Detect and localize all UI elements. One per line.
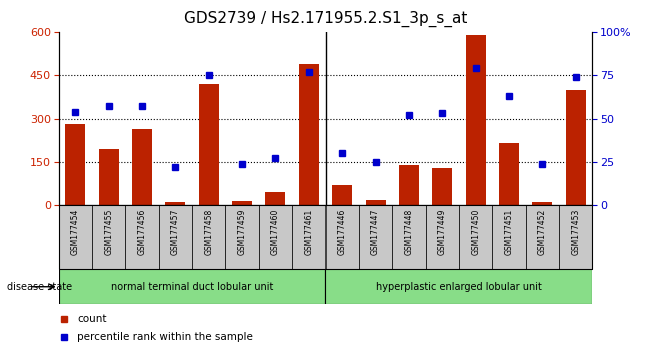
Bar bbox=[292, 205, 326, 269]
Text: GSM177451: GSM177451 bbox=[505, 209, 514, 255]
Bar bbox=[59, 269, 326, 304]
Bar bbox=[192, 205, 225, 269]
Text: GSM177448: GSM177448 bbox=[404, 209, 413, 255]
Text: count: count bbox=[77, 314, 107, 324]
Bar bbox=[459, 205, 492, 269]
Bar bbox=[225, 205, 258, 269]
Bar bbox=[92, 205, 125, 269]
Text: GSM177461: GSM177461 bbox=[304, 209, 313, 255]
Bar bbox=[165, 202, 186, 205]
Text: GSM177457: GSM177457 bbox=[171, 209, 180, 255]
Text: disease state: disease state bbox=[7, 282, 72, 292]
Bar bbox=[266, 192, 285, 205]
Bar bbox=[159, 205, 192, 269]
Bar bbox=[365, 200, 385, 205]
Bar bbox=[59, 205, 92, 269]
Bar bbox=[99, 149, 118, 205]
Text: GSM177456: GSM177456 bbox=[137, 209, 146, 255]
Bar bbox=[559, 205, 592, 269]
Text: percentile rank within the sample: percentile rank within the sample bbox=[77, 332, 253, 342]
Bar bbox=[258, 205, 292, 269]
Bar bbox=[399, 165, 419, 205]
Text: GDS2739 / Hs2.171955.2.S1_3p_s_at: GDS2739 / Hs2.171955.2.S1_3p_s_at bbox=[184, 11, 467, 27]
Bar bbox=[492, 205, 525, 269]
Bar bbox=[326, 205, 359, 269]
Text: GSM177453: GSM177453 bbox=[571, 209, 580, 255]
Text: GSM177460: GSM177460 bbox=[271, 209, 280, 255]
Bar bbox=[132, 129, 152, 205]
Text: GSM177449: GSM177449 bbox=[437, 209, 447, 255]
Bar bbox=[566, 90, 586, 205]
Text: GSM177447: GSM177447 bbox=[371, 209, 380, 255]
Text: GSM177458: GSM177458 bbox=[204, 209, 214, 255]
Text: GSM177446: GSM177446 bbox=[338, 209, 347, 255]
Bar bbox=[232, 201, 252, 205]
Bar bbox=[392, 205, 426, 269]
Bar bbox=[499, 143, 519, 205]
Bar bbox=[533, 202, 552, 205]
Bar bbox=[332, 185, 352, 205]
Text: hyperplastic enlarged lobular unit: hyperplastic enlarged lobular unit bbox=[376, 282, 542, 292]
Text: GSM177455: GSM177455 bbox=[104, 209, 113, 255]
Text: GSM177452: GSM177452 bbox=[538, 209, 547, 255]
Bar bbox=[125, 205, 159, 269]
Text: normal terminal duct lobular unit: normal terminal duct lobular unit bbox=[111, 282, 273, 292]
Bar bbox=[326, 269, 592, 304]
Text: GSM177459: GSM177459 bbox=[238, 209, 247, 255]
Bar bbox=[359, 205, 392, 269]
Text: GSM177454: GSM177454 bbox=[71, 209, 80, 255]
Bar bbox=[426, 205, 459, 269]
Bar bbox=[525, 205, 559, 269]
Text: GSM177450: GSM177450 bbox=[471, 209, 480, 255]
Bar bbox=[465, 35, 486, 205]
Bar bbox=[65, 124, 85, 205]
Bar bbox=[432, 168, 452, 205]
Bar bbox=[299, 64, 319, 205]
Bar bbox=[199, 84, 219, 205]
